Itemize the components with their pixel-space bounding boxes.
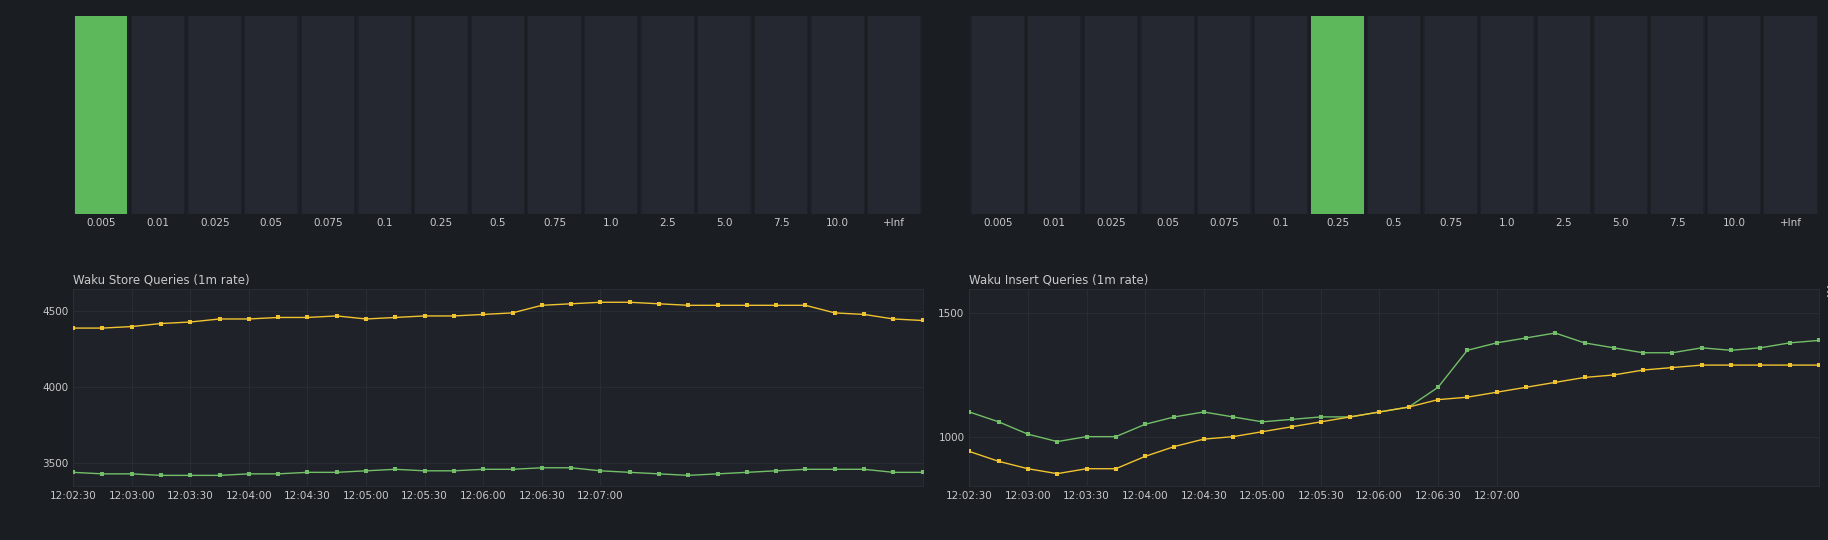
Bar	[1537, 16, 1590, 214]
Bar	[1707, 16, 1760, 214]
Bar	[302, 16, 355, 214]
Text: ⋮: ⋮	[1821, 285, 1828, 299]
Bar	[698, 16, 751, 214]
Text: Waku Store Queries (1m rate): Waku Store Queries (1m rate)	[73, 273, 250, 286]
Bar	[1311, 16, 1364, 214]
Bar	[1367, 16, 1420, 214]
Bar	[245, 16, 298, 214]
Bar	[1141, 16, 1194, 214]
Bar	[755, 16, 808, 214]
Bar	[1029, 16, 1080, 214]
Bar	[1084, 16, 1137, 214]
Legend: nwaku-postgres:8003, {instance="nwaku-sqlite:8004"; job="nwaku_sqlite"}: nwaku-postgres:8003, {instance="nwaku-sq…	[73, 539, 470, 540]
Legend: nwaku-postgres:8003, {instance="nwaku-sqlite:8004"; job="nwaku_sqlite"}: nwaku-postgres:8003, {instance="nwaku-sq…	[969, 539, 1366, 540]
Bar	[1254, 16, 1307, 214]
Bar	[132, 16, 185, 214]
Bar	[642, 16, 695, 214]
Text: Waku Insert Queries (1m rate): Waku Insert Queries (1m rate)	[969, 273, 1148, 286]
Bar	[868, 16, 919, 214]
Bar	[1481, 16, 1534, 214]
Bar	[528, 16, 581, 214]
Bar	[1197, 16, 1250, 214]
Bar	[358, 16, 411, 214]
Bar	[812, 16, 863, 214]
Bar	[472, 16, 525, 214]
Bar	[1651, 16, 1704, 214]
Bar	[972, 16, 1024, 214]
Bar	[75, 16, 128, 214]
Bar	[585, 16, 638, 214]
Bar	[1764, 16, 1817, 214]
Bar	[188, 16, 241, 214]
Bar	[1594, 16, 1647, 214]
Bar	[1424, 16, 1477, 214]
Bar	[415, 16, 468, 214]
